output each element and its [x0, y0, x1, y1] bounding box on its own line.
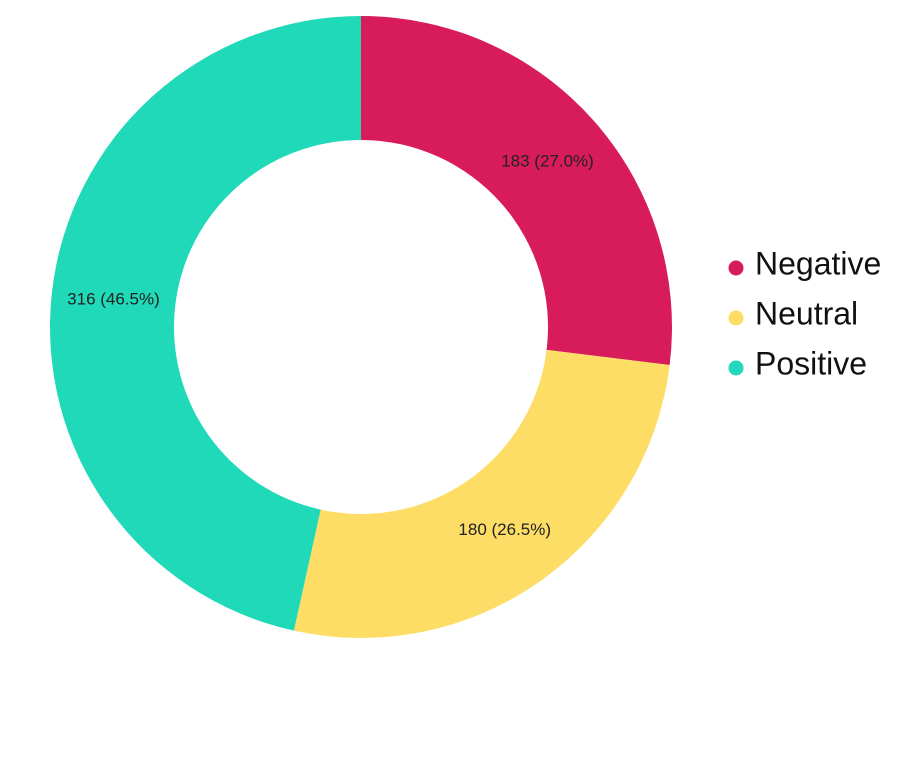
legend-marker [728, 260, 744, 276]
value-label: 180 (26.5%) [458, 520, 551, 539]
donut-slice [361, 16, 672, 366]
value-label: 183 (27.0%) [501, 152, 594, 171]
legend-marker [728, 360, 744, 376]
value-label: 316 (46.5%) [67, 289, 160, 308]
legend-label: Neutral [755, 295, 858, 331]
legend-label: Positive [755, 345, 867, 381]
legend-label: Negative [755, 245, 881, 281]
donut-slice [49, 16, 361, 631]
legend-marker [728, 310, 744, 326]
donut-slice [293, 349, 670, 638]
